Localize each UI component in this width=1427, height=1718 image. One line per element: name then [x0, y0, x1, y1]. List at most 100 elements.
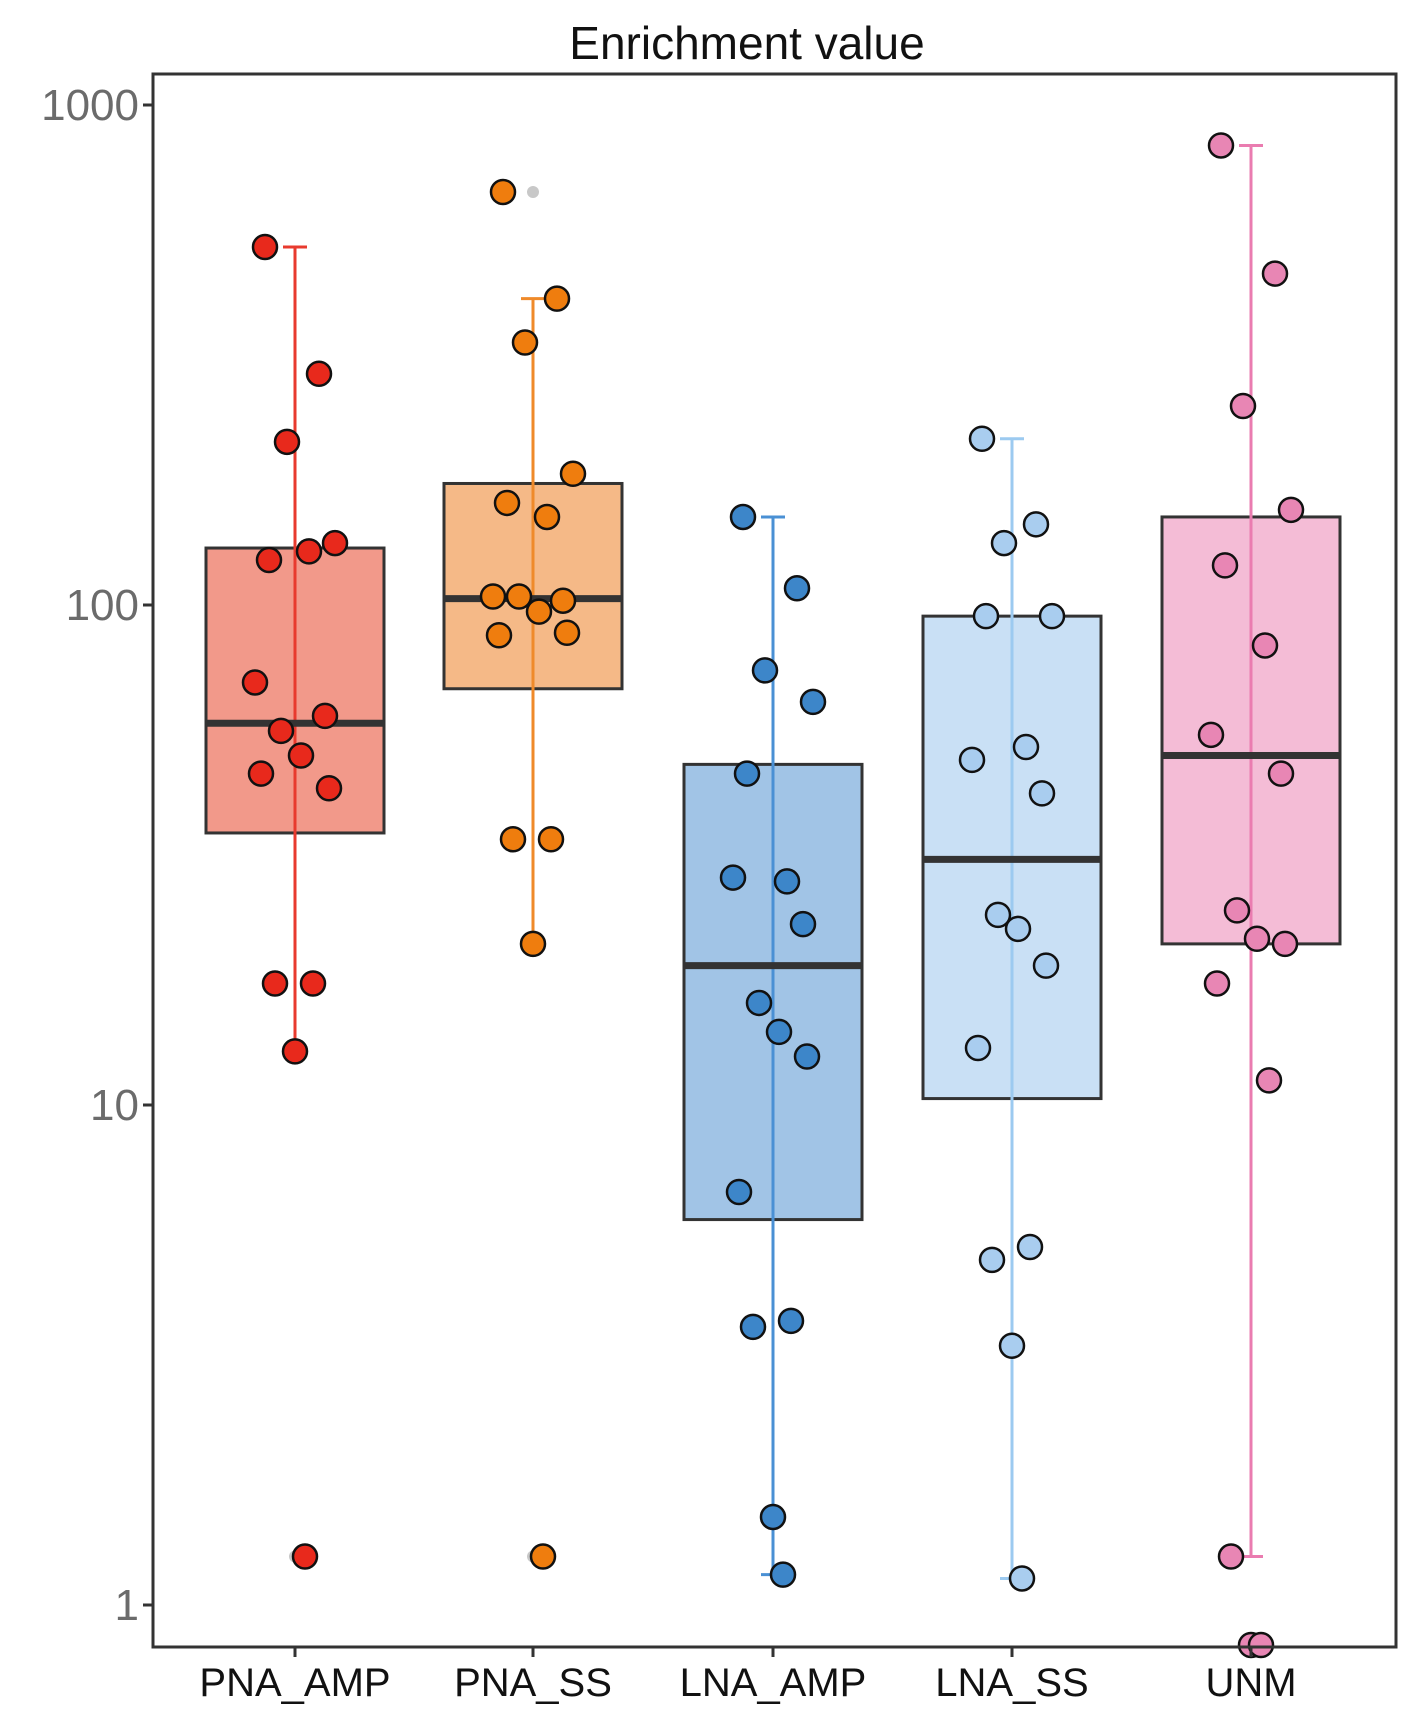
data-point-lna-ss	[964, 1034, 992, 1062]
box-group-lna-ss	[921, 437, 1103, 1580]
data-point-lna-ss	[1008, 1565, 1036, 1592]
data-point-pna-amp	[267, 717, 295, 745]
outlier-point-pna-ss	[527, 185, 539, 198]
box-group-pna-ss	[442, 185, 624, 1563]
data-point-pna-amp	[241, 669, 269, 696]
data-point-lna-ss	[968, 425, 996, 453]
data-point-unm	[1251, 632, 1279, 659]
data-point-unm	[1255, 1067, 1283, 1094]
data-point-pna-amp	[251, 233, 279, 261]
x-tick-label-pna-ss: PNA_SS	[454, 1661, 612, 1705]
data-point-lna-amp	[751, 657, 779, 684]
data-point-lna-amp	[745, 989, 773, 1017]
data-point-pna-amp	[299, 970, 327, 997]
data-point-pna-ss	[549, 587, 577, 614]
data-point-lna-amp	[729, 503, 757, 531]
data-point-unm	[1211, 552, 1239, 579]
data-point-pna-ss	[553, 619, 581, 647]
box-group-pna-amp	[204, 245, 386, 1563]
data-point-pna-ss	[479, 583, 507, 610]
data-point-lna-ss	[1038, 602, 1066, 630]
plot-panel-border	[151, 72, 1398, 1649]
box-group-unm	[1160, 143, 1342, 1559]
data-point-pna-amp	[291, 1543, 319, 1570]
y-tick-label: 100	[66, 581, 139, 630]
data-point-lna-amp	[769, 1561, 797, 1588]
data-point-pna-ss	[485, 621, 513, 649]
x-tick-label-lna-amp: LNA_AMP	[680, 1661, 867, 1705]
data-point-pna-ss	[511, 329, 539, 356]
point-layer	[241, 132, 1305, 1659]
data-point-lna-ss	[990, 529, 1018, 557]
data-point-pna-amp	[287, 742, 315, 769]
data-point-lna-ss	[998, 1332, 1026, 1359]
data-point-lna-ss	[984, 901, 1012, 929]
data-point-unm	[1223, 897, 1251, 924]
data-point-lna-ss	[1032, 952, 1060, 979]
data-point-lna-amp	[793, 1043, 821, 1070]
data-point-pna-ss	[525, 598, 553, 625]
data-point-lna-amp	[739, 1313, 767, 1341]
data-point-pna-ss	[537, 826, 565, 853]
data-point-lna-amp	[765, 1018, 793, 1046]
chart-title: Enrichment value	[569, 17, 924, 69]
y-tick-label: 1	[115, 1581, 139, 1630]
data-point-pna-ss	[533, 503, 561, 531]
data-point-pna-ss	[489, 178, 517, 206]
data-point-pna-amp	[315, 775, 343, 802]
data-point-lna-amp	[783, 575, 811, 602]
data-point-pna-amp	[281, 1038, 309, 1065]
data-point-unm	[1229, 392, 1257, 420]
box-layer	[204, 143, 1342, 1580]
data-point-lna-ss	[1012, 733, 1040, 761]
data-point-pna-ss	[499, 826, 527, 853]
data-point-pna-amp	[255, 546, 283, 574]
data-point-pna-amp	[261, 970, 289, 997]
data-point-pna-ss	[519, 930, 547, 958]
data-point-lna-ss	[972, 602, 1000, 630]
data-point-pna-ss	[529, 1543, 557, 1570]
data-point-unm	[1261, 260, 1289, 287]
data-point-lna-amp	[789, 910, 817, 938]
axes-layer: PNA_AMP PNA_SS LNA_AMP LNA_SS UNM 1 10 100 1000	[41, 81, 1296, 1705]
data-point-lna-amp	[725, 1178, 753, 1206]
data-point-lna-amp	[759, 1503, 787, 1531]
data-point-pna-ss	[493, 489, 521, 517]
data-point-lna-amp	[799, 688, 827, 716]
data-point-lna-ss	[978, 1246, 1006, 1274]
data-point-pna-amp	[305, 360, 333, 388]
data-point-lna-ss	[1022, 511, 1050, 538]
data-point-lna-ss	[1016, 1233, 1044, 1261]
data-point-lna-amp	[733, 760, 761, 787]
data-point-pna-amp	[311, 702, 339, 730]
data-point-pna-ss	[505, 583, 533, 610]
data-point-pna-amp	[273, 428, 301, 456]
data-point-unm	[1271, 930, 1299, 958]
y-tick-label: 1000	[41, 81, 139, 130]
data-point-unm	[1247, 1631, 1275, 1659]
data-point-pna-amp	[247, 760, 275, 787]
data-point-unm	[1217, 1543, 1245, 1570]
data-point-lna-amp	[719, 864, 747, 891]
data-point-unm	[1277, 496, 1305, 524]
data-point-unm	[1243, 925, 1271, 953]
data-point-lna-ss	[958, 746, 986, 774]
data-point-pna-amp	[321, 529, 349, 557]
data-point-pna-amp	[295, 538, 323, 565]
data-point-pna-ss	[559, 460, 587, 488]
x-tick-label-unm: UNM	[1205, 1661, 1296, 1705]
data-point-unm	[1207, 132, 1235, 159]
data-point-unm	[1203, 970, 1231, 997]
x-tick-label-lna-ss: LNA_SS	[935, 1661, 1088, 1705]
data-point-lna-ss	[1004, 915, 1032, 943]
data-point-lna-ss	[1028, 780, 1056, 807]
data-point-lna-amp	[773, 868, 801, 895]
data-point-pna-ss	[543, 285, 571, 312]
box-group-lna-amp	[682, 515, 864, 1577]
data-point-unm	[1197, 721, 1225, 749]
data-point-lna-amp	[777, 1307, 805, 1335]
x-tick-label-pna-amp: PNA_AMP	[199, 1661, 390, 1705]
data-point-unm	[1267, 760, 1295, 787]
y-tick-label: 10	[90, 1081, 139, 1130]
